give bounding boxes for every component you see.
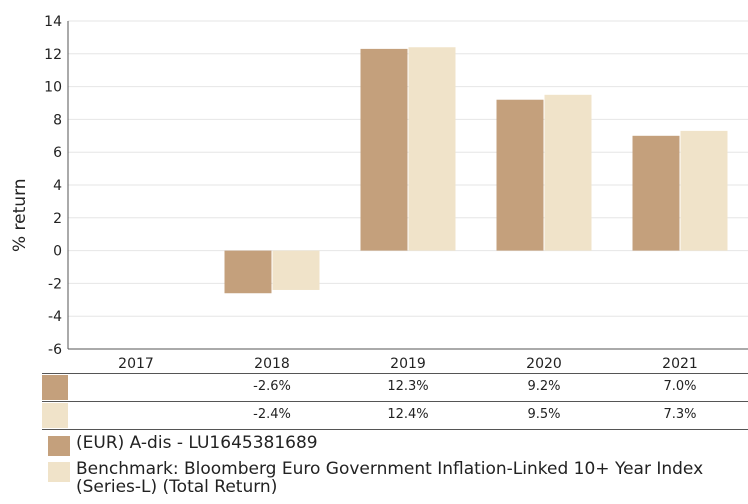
x-tick-label: 2019 xyxy=(390,356,426,372)
legend-item-benchmark: Benchmark: Bloomberg Euro Government Inf… xyxy=(48,460,748,496)
table-value-cell: 9.2% xyxy=(527,379,561,394)
benchmark-swatch xyxy=(42,403,68,428)
table-value-cell: 7.0% xyxy=(663,379,697,394)
bar xyxy=(632,135,680,251)
legend: (EUR) A-dis - LU1645381689 Benchmark: Bl… xyxy=(48,434,748,504)
table-row-fund: -2.6% 12.3% 9.2% 7.0% xyxy=(42,373,748,402)
x-tick-label: 2020 xyxy=(526,356,562,372)
y-tick-label: 6 xyxy=(53,145,62,161)
y-tick-label: 0 xyxy=(53,244,62,260)
y-axis-label: % return xyxy=(10,178,30,252)
y-tick-label: 8 xyxy=(53,112,62,128)
y-tick-label: 12 xyxy=(44,47,62,63)
x-tick-label: 2017 xyxy=(118,356,154,372)
legend-label-fund: (EUR) A-dis - LU1645381689 xyxy=(76,433,318,453)
x-tick-label: 2018 xyxy=(254,356,290,372)
table-value-cell: -2.6% xyxy=(253,379,291,394)
bar xyxy=(408,47,456,251)
bar-chart: -6 -4 -2 0 2 4 6 8 10 12 14 2017 2018 2019 2020 2021 xyxy=(44,14,748,372)
data-table: -2.6% 12.3% 9.2% 7.0% -2.4% 12.4% 9.5% 7.3% xyxy=(42,373,748,430)
legend-label-benchmark: Benchmark: Bloomberg Euro Government Inf… xyxy=(76,459,704,497)
y-tick-label: 10 xyxy=(44,80,62,96)
table-row-benchmark: -2.4% 12.4% 9.5% 7.3% xyxy=(42,402,748,430)
bar xyxy=(680,130,728,251)
legend-item-fund: (EUR) A-dis - LU1645381689 xyxy=(48,433,748,456)
y-tick-label: -2 xyxy=(48,276,62,292)
legend-swatch-fund xyxy=(48,436,70,456)
bar xyxy=(360,48,408,251)
table-value-cell: 12.3% xyxy=(387,379,429,394)
bar xyxy=(496,99,544,251)
y-tick-label: -6 xyxy=(48,342,62,358)
bar xyxy=(272,250,320,290)
x-tick-label: 2021 xyxy=(662,356,698,372)
bar xyxy=(224,250,272,294)
fund-swatch xyxy=(42,375,68,400)
table-value-cell: -2.4% xyxy=(253,407,291,422)
y-tick-label: 14 xyxy=(44,14,62,30)
legend-swatch-benchmark xyxy=(48,462,70,482)
y-tick-label: -4 xyxy=(48,309,62,325)
y-tick-label: 4 xyxy=(53,178,62,194)
bar xyxy=(544,94,592,251)
y-tick-label: 2 xyxy=(53,211,62,227)
table-value-cell: 12.4% xyxy=(387,407,429,422)
table-value-cell: 7.3% xyxy=(663,407,697,422)
table-value-cell: 9.5% xyxy=(527,407,561,422)
